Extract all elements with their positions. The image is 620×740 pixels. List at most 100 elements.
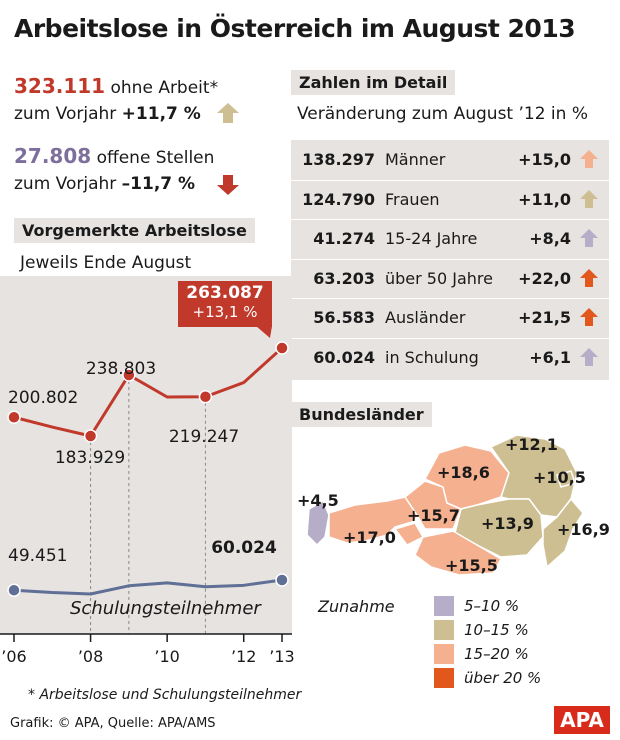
detail-row-value: 56.583 bbox=[313, 308, 375, 327]
callout-pointer bbox=[256, 326, 272, 338]
data-point bbox=[83, 429, 98, 443]
chart-header: Vorgemerkte Arbeitslose bbox=[14, 218, 255, 243]
detail-row-value: 63.203 bbox=[313, 268, 375, 288]
chart-background bbox=[0, 276, 292, 634]
map-label-oberoesterreich: +18,6 bbox=[437, 463, 490, 482]
up-arrow-icon bbox=[580, 229, 598, 247]
kpi-vacancies-label: offene Stellen bbox=[96, 148, 215, 168]
kpi-unemployed-label: ohne Arbeit* bbox=[110, 78, 219, 98]
series-line bbox=[13, 578, 283, 596]
kpi-unemployed-value: 323.111 bbox=[14, 74, 106, 98]
detail-row: 138.297 Männer +15,0 bbox=[291, 140, 609, 179]
map-region-tirol bbox=[328, 496, 420, 544]
x-tick-label: ’12 bbox=[231, 647, 256, 666]
map-label-vorarlberg: +4,5 bbox=[297, 491, 339, 510]
detail-row-change: +6,1 bbox=[529, 347, 571, 367]
map-region-kaernten bbox=[414, 530, 503, 576]
detail-row-label: Frauen bbox=[385, 189, 440, 209]
up-arrow-icon bbox=[217, 103, 239, 123]
kpi-vacancies-value: 27.808 bbox=[14, 144, 92, 168]
kpi-unemployed-yoy-value: +11,7 % bbox=[121, 104, 201, 124]
row-divider bbox=[291, 337, 609, 339]
detail-row: 41.274 15-24 Jahre +8,4 bbox=[291, 219, 609, 258]
up-arrow-icon bbox=[580, 189, 598, 208]
footnote: * Arbeitslose und Schulungsteilnehmer bbox=[28, 687, 302, 703]
legend-swatch-4 bbox=[434, 668, 454, 688]
detail-row-label: über 50 Jahre bbox=[385, 268, 493, 288]
kpi-unemployed-yoy: zum Vorjahr +11,7 % bbox=[14, 104, 201, 124]
data-point bbox=[122, 368, 136, 382]
row-divider bbox=[291, 179, 609, 181]
data-label: 219.247 bbox=[169, 427, 239, 447]
map-header: Bundesländer bbox=[291, 402, 432, 427]
x-tick-label: ’06 bbox=[1, 647, 26, 666]
kpi-unemployed: 323.111 ohne Arbeit* bbox=[14, 74, 218, 98]
row-divider bbox=[291, 219, 609, 220]
down-arrow-icon bbox=[217, 175, 239, 195]
data-label: 238.803 bbox=[86, 359, 156, 379]
detail-row-change: +8,4 bbox=[529, 229, 571, 248]
legend-swatch-3 bbox=[434, 644, 454, 664]
page-title: Arbeitslose in Österreich im August 2013 bbox=[14, 14, 576, 43]
detail-row-label: Männer bbox=[385, 150, 446, 169]
legend-label-4: über 20 % bbox=[464, 669, 542, 687]
row-divider bbox=[291, 298, 609, 299]
series-line bbox=[13, 346, 284, 438]
chart-callout: 263.087 +13,1 % bbox=[178, 281, 272, 327]
x-tick-label: ’10 bbox=[154, 647, 179, 666]
detail-row-label: 15-24 Jahre bbox=[385, 229, 478, 248]
up-arrow-icon bbox=[580, 347, 598, 366]
data-label: 60.024 bbox=[211, 538, 277, 558]
chart-subheader: Jeweils Ende August bbox=[20, 253, 192, 273]
legend-swatch-2 bbox=[434, 620, 454, 640]
source-credit: Grafik: © APA, Quelle: APA/AMS bbox=[10, 716, 216, 731]
detail-row-label: in Schulung bbox=[385, 347, 479, 367]
data-point bbox=[198, 389, 213, 404]
kpi-vacancies-yoy: zum Vorjahr –11,7 % bbox=[14, 174, 195, 194]
map-region-vorarlberg bbox=[306, 499, 330, 547]
map-region-wien bbox=[556, 470, 576, 488]
map-label-salzburg: +15,7 bbox=[407, 506, 460, 525]
kpi-vacancies-yoy-value: –11,7 % bbox=[121, 174, 196, 194]
map-label-niederoesterreich: +10,5 bbox=[533, 468, 586, 487]
data-point bbox=[275, 341, 289, 355]
map-region-burgenland bbox=[542, 497, 584, 569]
data-label: 183.929 bbox=[55, 448, 125, 468]
apa-logo: APA bbox=[554, 706, 610, 734]
detail-row-change: +11,0 bbox=[518, 189, 571, 209]
detail-row-value: 124.790 bbox=[302, 189, 375, 209]
detail-row-value: 138.297 bbox=[302, 150, 375, 169]
line-chart: ’06 ’08 ’10 ’12 ’13 200.802 183.929 238.803 219.… bbox=[0, 341, 295, 666]
callout-change: +13,1 % bbox=[192, 303, 258, 321]
data-point bbox=[7, 410, 21, 424]
detail-subheader: Veränderung zum August ’12 in % bbox=[297, 104, 588, 124]
legend-label-1: 5–10 % bbox=[464, 597, 520, 615]
legend-label-3: 15–20 % bbox=[464, 645, 529, 663]
data-label: 200.802 bbox=[8, 388, 78, 408]
x-tick-label: ’08 bbox=[78, 647, 103, 666]
map-label-tirol: +17,0 bbox=[343, 528, 396, 547]
austria-map: +12,1 +18,6 +10,5 +4,5 +15,7 +13,9 +17,0… bbox=[297, 434, 610, 576]
legend-title: Zunahme bbox=[318, 597, 395, 616]
row-divider bbox=[291, 258, 609, 260]
callout-value: 263.087 bbox=[186, 283, 264, 303]
data-label: 49.451 bbox=[8, 546, 67, 566]
detail-row: 124.790 Frauen +11,0 bbox=[291, 180, 609, 219]
detail-row-value: 41.274 bbox=[313, 229, 375, 248]
detail-row-change: +21,5 bbox=[518, 308, 571, 327]
map-label-kaernten: +15,5 bbox=[445, 556, 498, 575]
map-label-wien: +12,1 bbox=[505, 435, 558, 454]
detail-row: 63.203 über 50 Jahre +22,0 bbox=[291, 259, 609, 298]
series2-label: Schulungsteilnehmer bbox=[70, 598, 261, 619]
detail-row-value: 60.024 bbox=[313, 347, 375, 367]
detail-row-label: Ausländer bbox=[385, 308, 466, 327]
up-arrow-icon bbox=[580, 308, 598, 326]
map-label-steiermark: +13,9 bbox=[481, 514, 534, 533]
kpi-vacancies-yoy-label: zum Vorjahr bbox=[14, 174, 117, 194]
detail-row: 56.583 Ausländer +21,5 bbox=[291, 298, 609, 337]
legend-label-2: 10–15 % bbox=[464, 621, 529, 639]
detail-header: Zahlen im Detail bbox=[291, 70, 456, 95]
legend-swatch-1 bbox=[434, 596, 454, 616]
detail-table: 138.297 Männer +15,0 124.790 Frauen +11,0 41.2… bbox=[291, 140, 609, 380]
x-tick-label: ’13 bbox=[269, 647, 294, 666]
